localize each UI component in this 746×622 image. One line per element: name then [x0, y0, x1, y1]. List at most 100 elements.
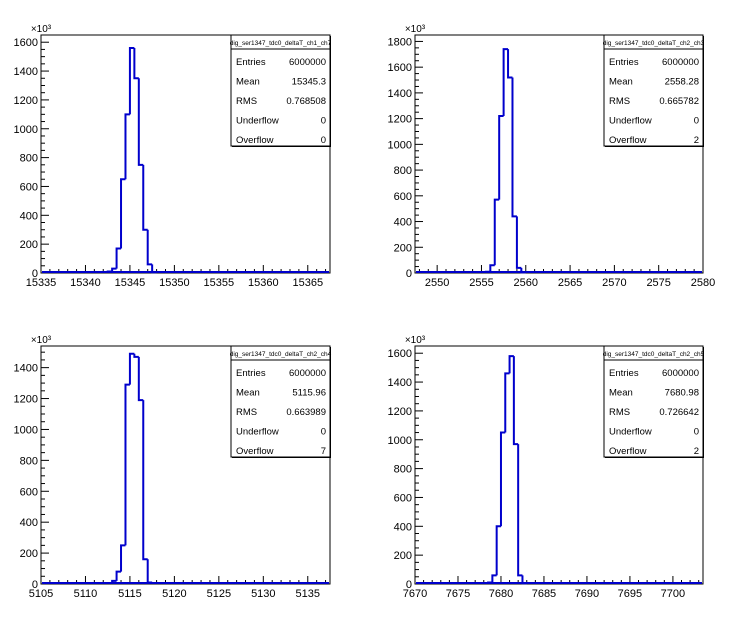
histogram-bins [42, 46, 329, 274]
x-tick-label: 15360 [248, 277, 279, 289]
y-exponent-label: ×10³ [405, 24, 426, 35]
stat-value: 0 [694, 427, 699, 438]
histogram-bin [495, 525, 501, 576]
y-tick-label: 1200 [14, 95, 38, 107]
stat-label: RMS [236, 407, 257, 418]
histogram-bin [128, 46, 135, 115]
stat-value: 0 [321, 427, 326, 438]
stat-value: 0 [694, 116, 699, 127]
y-tick-label: 1000 [388, 139, 412, 151]
x-tick-label: 5125 [207, 588, 231, 600]
histogram-name: dig_ser1347_tdc0_deltaT_ch1_ch7 [230, 40, 332, 47]
histogram-bins [42, 352, 329, 584]
stats-box-frame [230, 34, 331, 147]
y-tick-label: 200 [394, 550, 412, 562]
stat-value: 6000000 [662, 368, 699, 379]
x-tick-label: 2575 [646, 277, 670, 289]
x-tick-label: 7690 [575, 588, 599, 600]
histogram-bin [115, 570, 122, 581]
histogram-bin [498, 115, 504, 200]
y-tick-label: 1000 [14, 124, 38, 136]
y-tick-label: 0 [406, 268, 412, 280]
y-tick-label: 400 [394, 521, 412, 533]
y-exponent-label: ×10³ [31, 24, 52, 35]
stat-value: 0 [321, 135, 326, 146]
stat-value: 15345.3 [292, 77, 326, 88]
y-tick-label: 1400 [388, 377, 412, 389]
stats-box-frame [230, 345, 331, 458]
y-tick-label: 1400 [14, 363, 38, 375]
histogram-bin [517, 444, 523, 577]
stat-value: 2 [694, 446, 699, 457]
y-tick-label: 1000 [14, 424, 38, 436]
x-tick-label: 15345 [115, 277, 146, 289]
stat-label: Mean [236, 388, 260, 399]
stat-value: 0.663989 [286, 407, 326, 418]
x-tick-label: 2560 [514, 277, 538, 289]
histogram-bin [124, 113, 130, 180]
stat-value: 0.768508 [286, 96, 326, 107]
histogram-bin [133, 353, 139, 358]
y-tick-label: 400 [394, 217, 412, 229]
histogram-bin [502, 48, 509, 117]
stat-value: 0 [321, 116, 326, 127]
y-tick-label: 200 [20, 239, 38, 251]
y-exponent-label: ×10³ [405, 335, 426, 346]
stat-label: RMS [609, 96, 630, 107]
stat-value: 7680.98 [665, 388, 699, 399]
x-tick-label: 15340 [70, 277, 101, 289]
x-tick-label: 2565 [558, 277, 582, 289]
x-tick-label: 2580 [691, 277, 715, 289]
stat-value: 5115.96 [292, 388, 326, 399]
y-tick-label: 1600 [388, 62, 412, 74]
histogram-bin [504, 372, 510, 433]
x-tick-label: 15350 [159, 277, 190, 289]
stat-label: Mean [236, 77, 260, 88]
x-tick-label: 7680 [489, 588, 513, 600]
x-tick-label: 7695 [618, 588, 642, 600]
x-tick-label: 15335 [26, 277, 57, 289]
y-tick-label: 1600 [14, 37, 38, 49]
pad-3-histogram: 5105 5110 5115 5120 5125 5130 5135 0 200 400 600 80… [14, 335, 332, 600]
y-tick-label: 600 [394, 492, 412, 504]
y-tick-label: 800 [20, 455, 38, 467]
stat-label: Entries [236, 57, 266, 68]
histogram-bin [493, 198, 500, 266]
stat-label: Underflow [236, 116, 279, 127]
y-exponent-label: ×10³ [31, 335, 52, 346]
x-tick-label: 7700 [661, 588, 685, 600]
y-tick-label: 800 [394, 165, 412, 177]
stat-value: 6000000 [662, 57, 699, 68]
histogram-bin [491, 574, 497, 583]
y-tick-label: 0 [32, 579, 38, 591]
y-tick-label: 1200 [388, 114, 412, 126]
y-tick-label: 600 [394, 191, 412, 203]
histogram-bin [508, 355, 514, 374]
stats-box: dig_ser1347_tdc0_deltaT_ch2_ch3 Entries 60… [603, 34, 705, 147]
stat-label: Overflow [609, 446, 647, 457]
histogram-bin [142, 400, 148, 561]
histogram-bin [511, 77, 517, 218]
y-tick-label: 400 [20, 210, 38, 222]
y-tick-label: 1400 [14, 66, 38, 78]
stat-label: RMS [236, 96, 257, 107]
x-tick-label: 5110 [74, 588, 98, 600]
histogram-bin [137, 78, 144, 166]
stat-value: 2 [694, 135, 699, 146]
stat-value: 0.665782 [659, 96, 699, 107]
histogram-bin [515, 216, 522, 269]
histogram-bin [115, 247, 122, 269]
x-tick-label: 5120 [162, 588, 186, 600]
stat-label: Mean [609, 388, 633, 399]
stat-label: RMS [609, 407, 630, 418]
histogram-bin [146, 559, 153, 584]
x-tick-label: 15365 [292, 277, 323, 289]
y-tick-label: 200 [20, 548, 38, 560]
stat-label: Entries [609, 57, 639, 68]
stat-label: Entries [609, 368, 639, 379]
stat-label: Underflow [609, 116, 652, 127]
x-tick-label: 7675 [446, 588, 470, 600]
y-tick-label: 1200 [14, 394, 38, 406]
histogram-bin [124, 383, 130, 546]
